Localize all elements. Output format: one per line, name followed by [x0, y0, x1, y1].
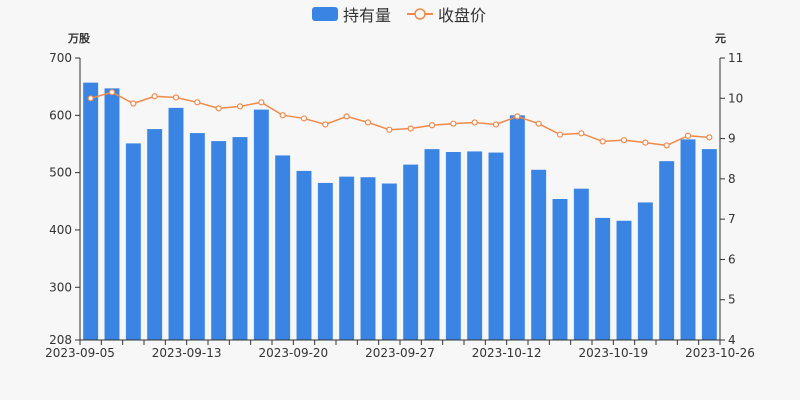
- price-point[interactable]: [343, 113, 350, 120]
- bar[interactable]: [189, 133, 205, 340]
- right-tick-label: 7: [728, 212, 736, 226]
- price-point[interactable]: [535, 120, 542, 127]
- bar[interactable]: [360, 177, 376, 340]
- bar[interactable]: [317, 182, 333, 340]
- x-tick-label: 2023-09-27: [365, 346, 435, 360]
- bar[interactable]: [616, 220, 632, 340]
- bar[interactable]: [531, 169, 547, 340]
- x-tick-label: 2023-10-26: [685, 346, 755, 360]
- bar[interactable]: [637, 202, 653, 340]
- bar[interactable]: [424, 149, 440, 340]
- price-point[interactable]: [130, 100, 137, 107]
- price-point[interactable]: [471, 119, 478, 126]
- left-tick-label: 208: [49, 333, 72, 347]
- price-line: [90, 91, 710, 147]
- price-point[interactable]: [428, 122, 436, 129]
- right-tick-label: 10: [728, 91, 743, 105]
- legend-line-label: 收盘价: [438, 6, 486, 25]
- bar[interactable]: [403, 164, 419, 340]
- bar[interactable]: [125, 143, 141, 340]
- price-point[interactable]: [642, 139, 649, 146]
- price-point[interactable]: [194, 99, 201, 106]
- bar[interactable]: [573, 188, 589, 340]
- bar[interactable]: [509, 115, 525, 340]
- price-point[interactable]: [578, 130, 585, 137]
- price-point[interactable]: [322, 121, 329, 128]
- legend[interactable]: 持有量 收盘价: [312, 6, 486, 25]
- right-tick-label: 11: [728, 51, 743, 65]
- bar[interactable]: [232, 137, 248, 340]
- right-tick-label: 9: [728, 132, 736, 146]
- right-tick-label: 5: [728, 293, 736, 307]
- bar[interactable]: [488, 152, 504, 340]
- price-point[interactable]: [450, 120, 457, 127]
- bar[interactable]: [680, 139, 696, 340]
- x-tick-label: 2023-09-20: [258, 346, 328, 360]
- left-tick-label: 400: [49, 223, 72, 237]
- bar[interactable]: [595, 217, 611, 340]
- bar[interactable]: [296, 170, 312, 340]
- left-tick-label: 600: [49, 108, 72, 122]
- right-axis-unit: 元: [715, 32, 726, 45]
- bar[interactable]: [445, 152, 461, 340]
- bar[interactable]: [211, 141, 227, 340]
- price-point[interactable]: [215, 105, 222, 112]
- line-series: [87, 89, 713, 149]
- axes: 208 300 400 500 600 700 4 5 6 7 8 9 10 11 2023-09-05 20…: [45, 51, 755, 360]
- price-point[interactable]: [87, 95, 94, 102]
- legend-bar-swatch: [312, 7, 338, 21]
- bar[interactable]: [83, 82, 99, 341]
- price-point[interactable]: [684, 132, 692, 139]
- price-point[interactable]: [492, 121, 500, 128]
- bar-series: [83, 82, 717, 341]
- right-tick-label: 8: [728, 172, 736, 186]
- bar[interactable]: [339, 176, 355, 340]
- price-point[interactable]: [300, 115, 308, 122]
- legend-bar-label: 持有量: [343, 6, 391, 25]
- left-tick-label: 700: [49, 51, 72, 65]
- price-point[interactable]: [663, 142, 670, 149]
- bar[interactable]: [275, 155, 291, 340]
- price-point[interactable]: [386, 126, 393, 133]
- price-point[interactable]: [172, 94, 180, 101]
- price-point[interactable]: [108, 89, 116, 96]
- price-point[interactable]: [514, 113, 521, 120]
- price-point[interactable]: [151, 93, 158, 100]
- x-tick-label: 2023-09-13: [152, 346, 222, 360]
- left-tick-label: 500: [49, 166, 72, 180]
- price-point[interactable]: [364, 119, 372, 126]
- price-point[interactable]: [407, 125, 414, 132]
- price-point[interactable]: [279, 112, 286, 119]
- right-tick-label: 4: [728, 333, 736, 347]
- price-point[interactable]: [706, 134, 713, 141]
- price-point[interactable]: [556, 131, 564, 138]
- bar[interactable]: [104, 88, 120, 340]
- bar[interactable]: [659, 161, 675, 340]
- x-tick-label: 2023-09-05: [45, 346, 115, 360]
- bar[interactable]: [381, 183, 397, 340]
- bar[interactable]: [147, 129, 163, 340]
- x-tick-label: 2023-10-12: [472, 346, 542, 360]
- bar[interactable]: [467, 151, 483, 340]
- right-tick-label: 6: [728, 252, 736, 266]
- price-point[interactable]: [599, 138, 606, 145]
- bar[interactable]: [701, 149, 717, 340]
- bar[interactable]: [253, 109, 269, 340]
- bar[interactable]: [168, 107, 184, 341]
- left-axis-unit: 万股: [67, 32, 91, 45]
- left-tick-label: 300: [49, 280, 72, 294]
- price-point[interactable]: [236, 103, 244, 110]
- x-tick-label: 2023-10-19: [578, 346, 648, 360]
- price-point[interactable]: [620, 137, 628, 144]
- bar[interactable]: [552, 199, 568, 340]
- price-point[interactable]: [258, 99, 265, 106]
- legend-line-marker: [414, 8, 426, 20]
